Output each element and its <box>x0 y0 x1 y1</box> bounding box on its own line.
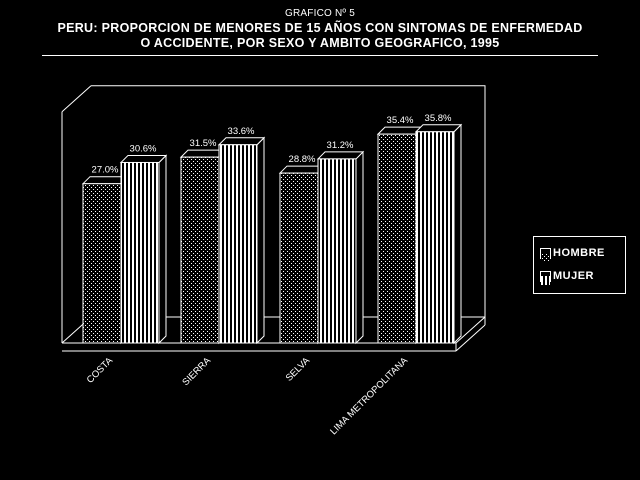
legend-item-mujer: MUJER <box>540 269 595 285</box>
bar-top <box>414 124 463 133</box>
bar-front <box>120 161 160 344</box>
legend-item-hombre: HOMBRE <box>540 246 605 262</box>
bar-top <box>119 154 168 163</box>
bar-side <box>256 136 265 345</box>
bar-side <box>158 154 167 345</box>
bar-top <box>316 151 365 160</box>
category-label-2: SELVA <box>284 355 313 384</box>
floor-side-edge <box>455 324 486 352</box>
bar-front <box>82 183 122 344</box>
data-label-hombre-2: 28.8% <box>289 154 316 165</box>
data-label-hombre-3: 35.4% <box>387 115 414 126</box>
bars-group <box>81 123 463 345</box>
data-label-mujer-0: 30.6% <box>130 143 157 154</box>
data-label-hombre-0: 27.0% <box>92 165 119 176</box>
chart-title-line-1: PERU: PROPORCION DE MENORES DE 15 AÑOS C… <box>57 21 583 35</box>
bar-front <box>180 156 220 344</box>
bar-front <box>218 144 258 344</box>
data-label-mujer-2: 31.2% <box>327 140 354 151</box>
category-label-3: LIMA METROPOLITANA <box>328 355 410 437</box>
category-label-0: COSTA <box>85 355 116 386</box>
bar-mujer-selva <box>316 150 365 345</box>
bar-front <box>377 133 417 344</box>
category-label-1: SIERRA <box>180 355 213 388</box>
bar-front <box>279 172 319 344</box>
title-divider <box>42 55 598 56</box>
bar-mujer-sierra <box>217 136 266 345</box>
data-label-mujer-3: 35.8% <box>425 113 452 124</box>
bar-mujer-lima-metropolitana <box>414 123 463 345</box>
side-wall <box>61 85 92 343</box>
chart-reference: GRAFICO Nº 5 <box>285 8 355 19</box>
chart-title-line-2: O ACCIDENTE, POR SEXO Y AMBITO GEOGRAFIC… <box>140 36 500 50</box>
bar-mujer-costa <box>119 154 168 345</box>
data-label-mujer-1: 33.6% <box>228 126 255 137</box>
bar-side <box>453 123 462 345</box>
legend: HOMBRE MUJER <box>533 236 626 294</box>
legend-label-mujer: MUJER <box>553 270 595 282</box>
bar-top <box>217 137 266 146</box>
bar-front <box>317 158 357 344</box>
legend-label-hombre: HOMBRE <box>553 247 605 259</box>
legend-swatch-mujer <box>540 270 551 285</box>
data-label-hombre-1: 31.5% <box>190 138 217 149</box>
bar-front <box>415 131 455 344</box>
category-labels-group: COSTA SIERRA SELVA LIMA METROPOLITANA <box>85 355 411 437</box>
legend-swatch-hombre <box>540 247 551 262</box>
data-labels-group: 27.0% 30.6% 31.5% 33.6% 28.8% 31.2% 35.4% 35.8% <box>92 113 452 176</box>
bar-side <box>355 150 364 345</box>
